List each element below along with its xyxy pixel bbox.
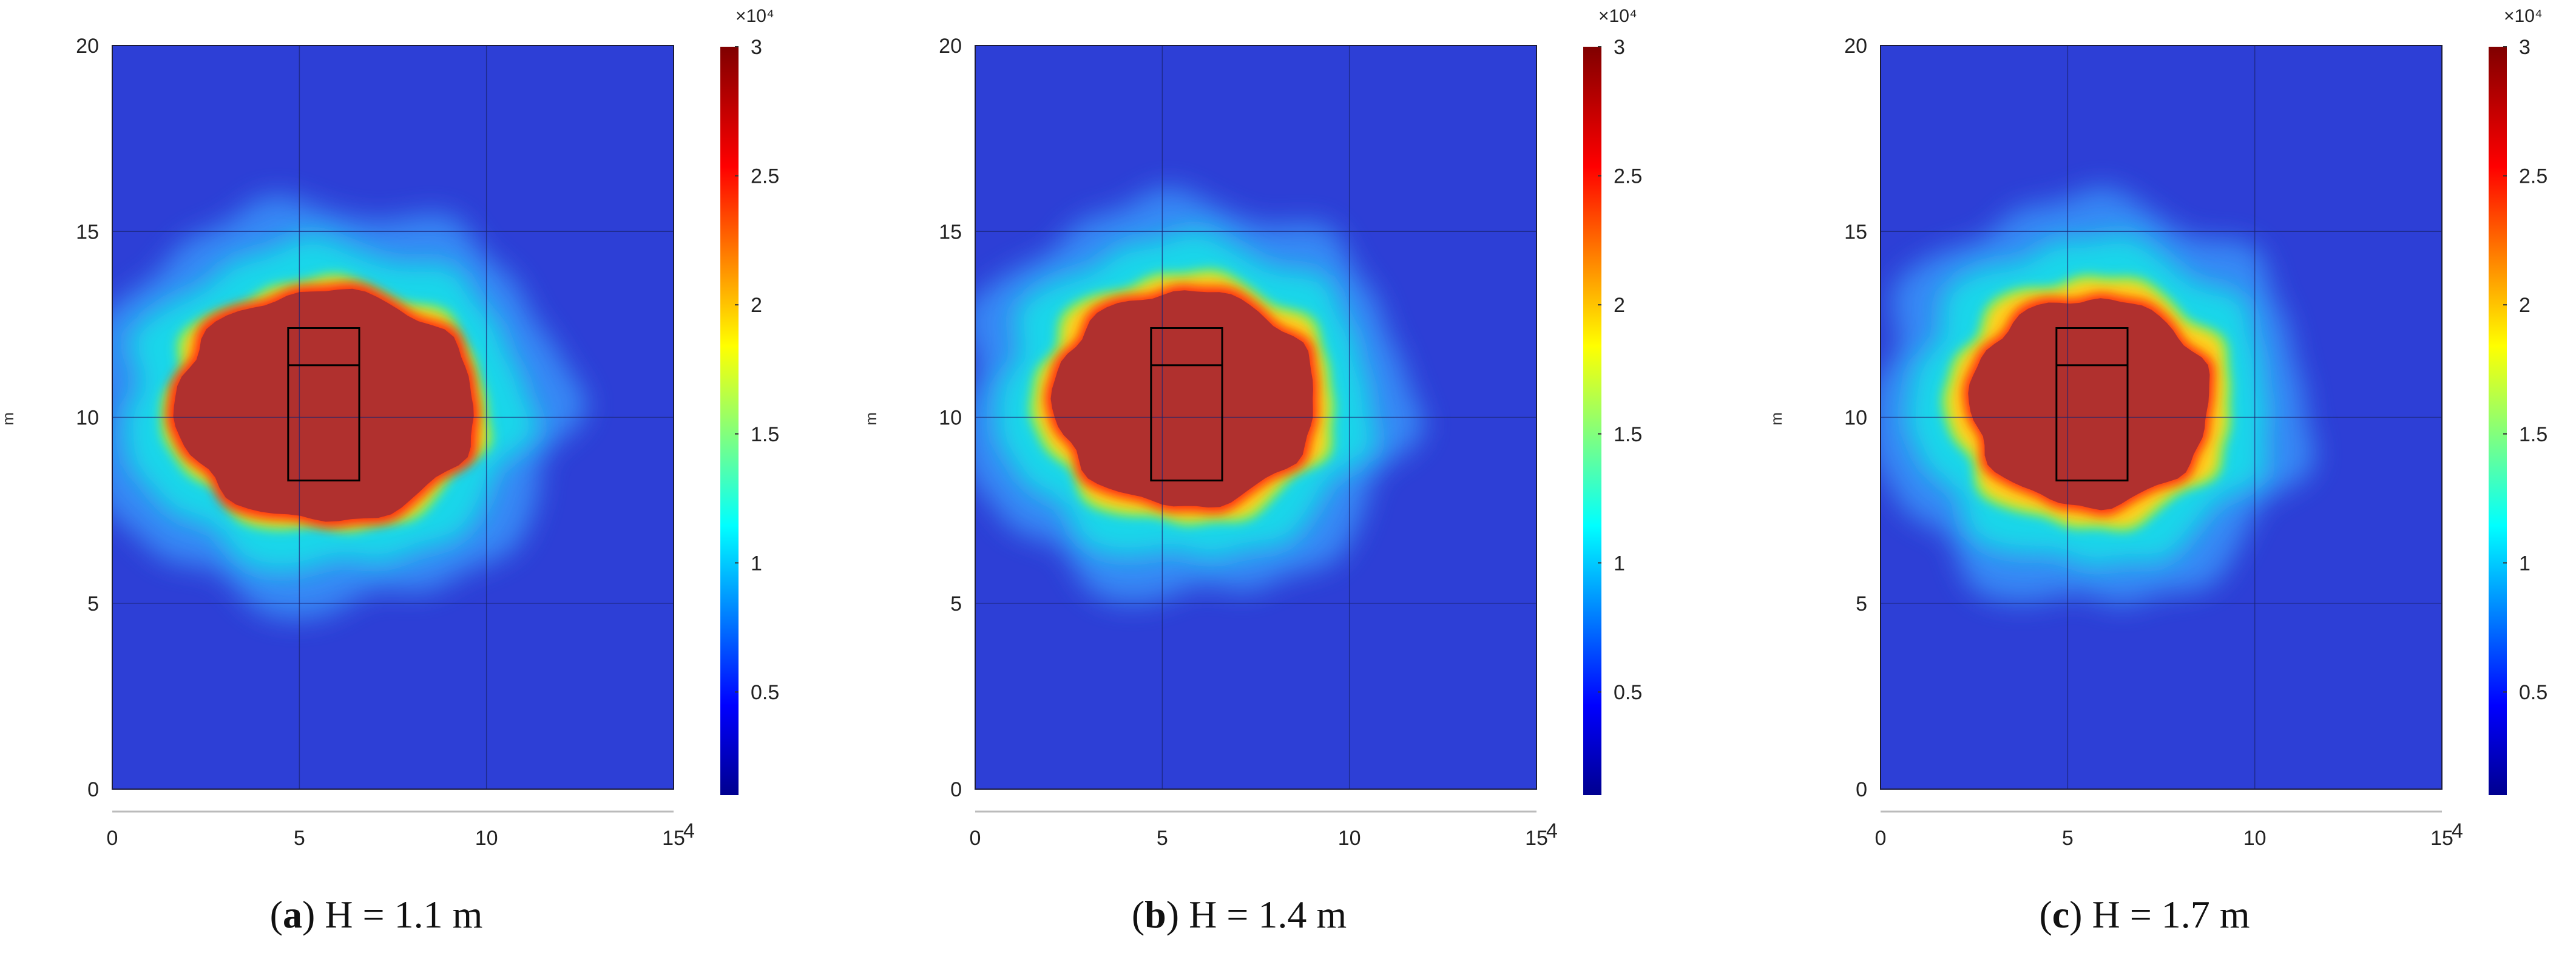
heatmap-field	[1881, 187, 2316, 605]
colorbar-gradient	[2489, 47, 2507, 795]
colorbar-tick-label: 0.5	[1614, 681, 1642, 704]
grid-lines	[1881, 46, 2442, 789]
colorbar-tick-label: 1.5	[2519, 423, 2547, 446]
colorbar-tick-label: 2	[1614, 294, 1625, 317]
y-tick-label: 10	[1844, 407, 1867, 430]
colorbar-tick-label: 2	[2519, 294, 2530, 317]
y-tick-label: 0	[1856, 778, 1867, 801]
colorbar-tick-label: 1	[1614, 552, 1625, 575]
grid-lines	[112, 46, 674, 789]
x-tick-label: 10	[2243, 827, 2267, 850]
x-tick-label: 15	[1525, 827, 1548, 850]
colorbar-gradient	[720, 47, 739, 795]
x-axis-exponent: 4	[683, 819, 695, 843]
caption-text: ) H = 1.4 m	[1166, 893, 1347, 936]
y-tick-label: 20	[1844, 35, 1867, 58]
colorbar-gradient	[1583, 47, 1601, 795]
y-tick-label: 0	[950, 778, 962, 801]
x-tick-label: 0	[107, 827, 118, 850]
y-tick-label: 20	[76, 35, 99, 58]
colorbar-tick-label: 1.5	[1614, 423, 1642, 446]
colorbar-tick-label: 1	[751, 552, 762, 575]
panel-caption: (b) H = 1.4 m	[1132, 893, 1347, 936]
y-tick-label: 5	[87, 592, 99, 616]
y-axis-label: m	[1767, 412, 1785, 426]
colorbar: 0.5 1 1.5 2 2.5 3	[720, 36, 779, 795]
x-axis-ticks: 0 5 10 15	[1875, 810, 2453, 850]
panel-b: m 0 5 10 15 0 5 10 15 20 4 0.5 1 1.5 2 2.5 3 ×10⁴ (b…	[862, 6, 1642, 936]
x-tick-label: 10	[475, 827, 498, 850]
heatmap-plot-area	[1880, 45, 2442, 790]
object-outline	[287, 327, 360, 482]
colorbar-tick-label: 3	[2519, 36, 2530, 59]
colorbar-tick-label: 0.5	[2519, 681, 2547, 704]
x-tick-label: 0	[1875, 827, 1887, 850]
y-tick-label: 5	[1856, 592, 1867, 616]
x-axis-exponent: 4	[2452, 819, 2463, 843]
y-tick-label: 15	[1844, 220, 1867, 243]
y-axis-ticks: 0 5 10 15 20	[1844, 35, 1867, 801]
saturated-core	[1968, 298, 2210, 510]
colorbar-tick-label: 2.5	[751, 165, 779, 188]
heatmap-field	[975, 186, 1424, 603]
y-tick-label: 15	[76, 220, 99, 243]
colorbar-tick-label: 2.5	[2519, 165, 2547, 188]
y-tick-label: 5	[950, 592, 962, 616]
plot-frame	[1880, 45, 2442, 790]
caption-letter: a	[283, 893, 302, 936]
caption-text: ) H = 1.7 m	[2069, 893, 2250, 936]
colorbar-tick-label: 3	[1614, 36, 1625, 59]
x-tick-label: 5	[294, 827, 305, 850]
y-tick-label: 0	[87, 778, 99, 801]
colorbar: 0.5 1 1.5 2 2.5 3	[1583, 36, 1642, 795]
colorbar-exponent-label: ×10⁴	[1598, 6, 1637, 26]
caption-text: ) H = 1.1 m	[302, 893, 482, 936]
x-tick-label: 5	[2062, 827, 2074, 850]
colorbar-tick-label: 3	[751, 36, 762, 59]
heatmap-field	[112, 194, 588, 619]
x-axis-ticks: 0 5 10 15	[970, 810, 1548, 850]
object-outline	[1150, 327, 1223, 482]
colorbar-tick-label: 2.5	[1614, 165, 1642, 188]
y-tick-label: 10	[76, 407, 99, 430]
panel-caption: (a) H = 1.1 m	[270, 893, 483, 936]
heatmap-plot-area	[975, 45, 1537, 790]
x-axis-ticks: 0 5 10 15	[107, 810, 685, 850]
colorbar: 0.5 1 1.5 2 2.5 3	[2489, 36, 2547, 795]
x-tick-label: 0	[970, 827, 981, 850]
panel-a: m 0 5 10 15 0 5 10 15 20 4 0.5 1 1.5 2 2.5 3 ×10⁴ (a…	[0, 6, 779, 936]
colorbar-exponent-label: ×10⁴	[2504, 6, 2543, 26]
x-tick-label: 15	[662, 827, 685, 850]
colorbar-tick-label: 2	[751, 294, 762, 317]
saturated-core	[173, 288, 474, 522]
colorbar-tick-label: 1	[2519, 552, 2530, 575]
object-outline	[2055, 327, 2129, 482]
heatmap-plot-area	[112, 45, 674, 790]
x-tick-label: 10	[1338, 827, 1361, 850]
x-tick-label: 5	[1157, 827, 1168, 850]
panel-c: m 0 5 10 15 0 5 10 15 20 4 0.5 1 1.5 2 2.5 3 ×10⁴ (c…	[1767, 6, 2547, 936]
saturated-core	[1050, 290, 1313, 507]
colorbar-exponent-label: ×10⁴	[735, 6, 774, 26]
y-tick-label: 15	[939, 220, 962, 243]
y-axis-ticks: 0 5 10 15 20	[76, 35, 99, 801]
y-axis-ticks: 0 5 10 15 20	[939, 35, 962, 801]
y-axis-label: m	[862, 412, 880, 426]
caption-letter: b	[1144, 893, 1166, 936]
panel-caption: (c) H = 1.7 m	[2039, 893, 2250, 936]
plot-frame	[112, 45, 674, 790]
colorbar-tick-label: 1.5	[751, 423, 779, 446]
colorbar-tick-label: 0.5	[751, 681, 779, 704]
x-axis-exponent: 4	[1546, 819, 1558, 843]
y-tick-label: 20	[939, 35, 962, 58]
y-tick-label: 10	[939, 407, 962, 430]
grid-lines	[975, 46, 1536, 789]
y-axis-label: m	[0, 412, 17, 426]
x-tick-label: 15	[2430, 827, 2453, 850]
plot-frame	[975, 45, 1537, 790]
caption-letter: c	[2052, 893, 2069, 936]
